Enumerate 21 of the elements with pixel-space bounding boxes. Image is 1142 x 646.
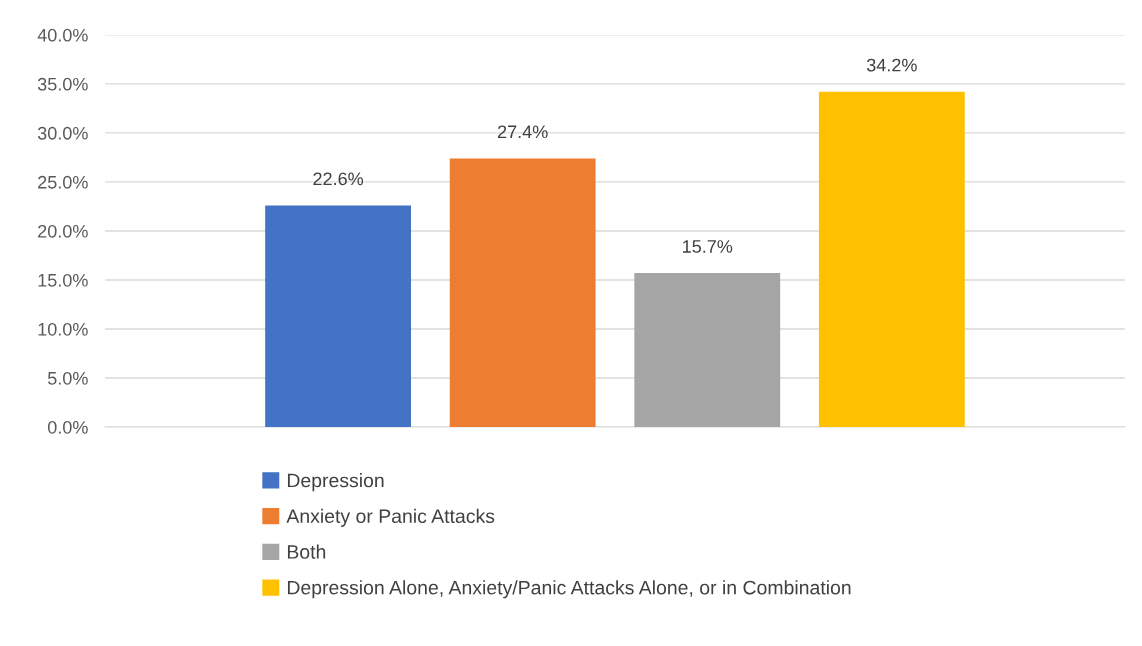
data-label: 22.6% bbox=[313, 172, 364, 186]
legend-label: Depression Alone, Anxiety/Panic Attacks Alone, or in Combination bbox=[287, 580, 851, 599]
bar bbox=[265, 205, 412, 428]
bar bbox=[634, 273, 781, 428]
data-label: 15.7% bbox=[683, 240, 733, 253]
y-tick-label: 20.0% bbox=[38, 224, 88, 238]
y-tick-label: 25.0% bbox=[38, 175, 88, 189]
data-label: 34.2% bbox=[866, 58, 917, 72]
y-tick-label: 40.0% bbox=[37, 28, 88, 42]
legend-label: Anxiety or Panic Attacks bbox=[286, 508, 495, 527]
bar bbox=[449, 158, 596, 428]
y-tick-label: 0.0% bbox=[47, 420, 88, 434]
y-tick-label: 30.0% bbox=[37, 126, 88, 140]
bar bbox=[818, 91, 965, 428]
legend-label: Both bbox=[287, 544, 326, 559]
y-tick-label: 10.0% bbox=[38, 322, 88, 336]
legend-label: Depression bbox=[287, 473, 384, 492]
y-tick-label: 15.0% bbox=[38, 273, 88, 287]
y-tick-label: 5.0% bbox=[47, 371, 88, 385]
data-label: 27.4% bbox=[497, 125, 548, 139]
y-tick-label: 35.0% bbox=[37, 77, 88, 91]
